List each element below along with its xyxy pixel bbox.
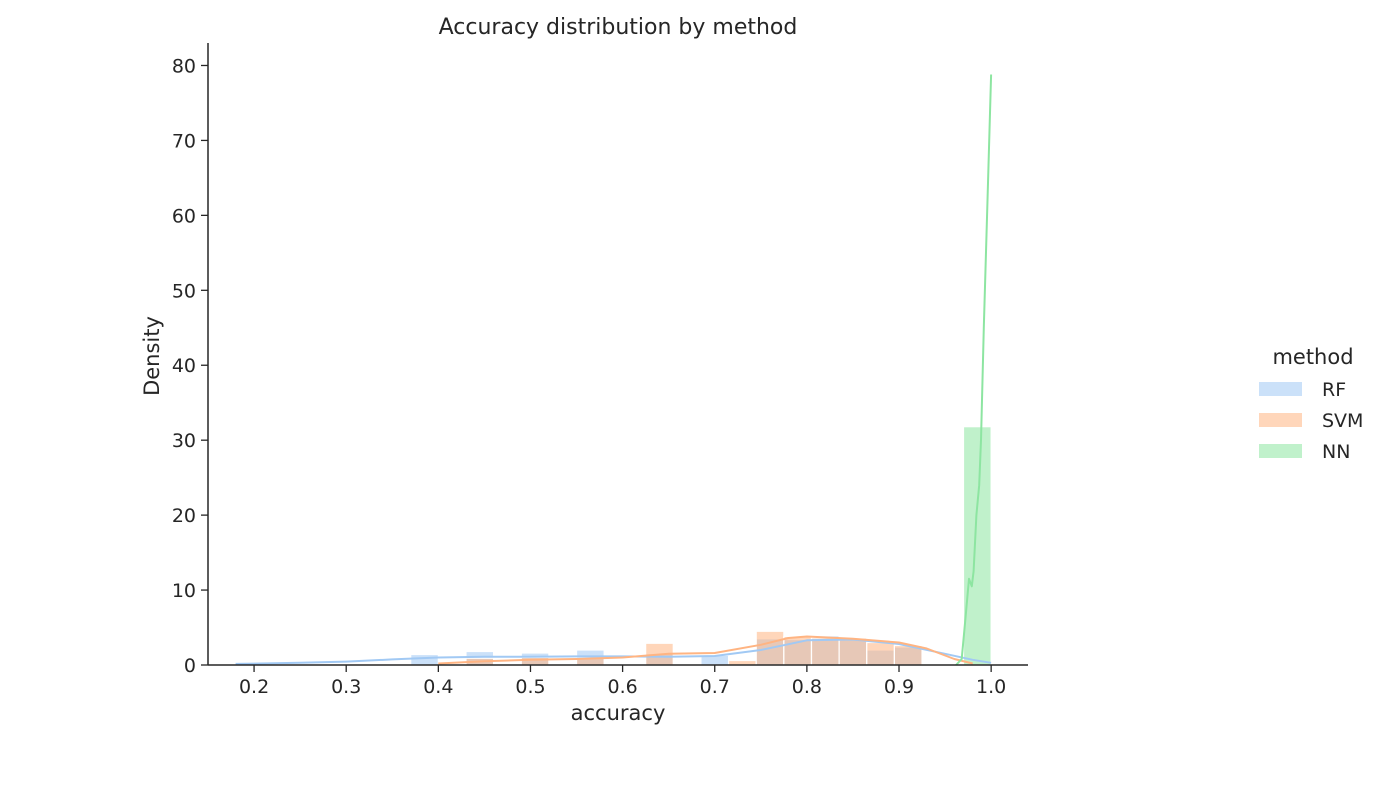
x-tick-label: 1.0	[976, 676, 1006, 698]
y-tick-label: 0	[184, 655, 196, 677]
x-axis-title: accuracy	[571, 701, 666, 725]
x-tick-label: 0.5	[515, 676, 545, 698]
y-tick-label: 50	[172, 280, 196, 302]
x-tick-label: 0.4	[423, 676, 453, 698]
legend-label-nn: NN	[1322, 441, 1350, 463]
x-ticks: 0.2 0.3 0.4 0.5 0.6 0.7 0.8 0.9 1.0	[239, 665, 1006, 698]
x-tick-label: 0.3	[331, 676, 361, 698]
bar-rf-0	[410, 653, 439, 666]
bar-svm-7	[810, 637, 840, 666]
bar-svm-8	[838, 637, 868, 666]
y-tick-label: 80	[172, 55, 196, 77]
x-tick-label: 0.7	[700, 676, 730, 698]
y-tick-label: 30	[172, 430, 196, 452]
legend-swatch-nn	[1259, 444, 1302, 458]
kde-nn	[955, 74, 993, 666]
x-tick-label: 0.9	[884, 676, 914, 698]
legend-title: method	[1272, 345, 1353, 369]
x-tick-label: 0.8	[792, 676, 822, 698]
y-ticks: 0 10 20 30 40 50 60 70 80	[172, 55, 208, 677]
legend-label-svm: SVM	[1322, 410, 1363, 432]
chart-title: Accuracy distribution by method	[439, 15, 798, 40]
y-tick-label: 40	[172, 355, 196, 377]
legend-items: RF SVM NN	[1259, 379, 1363, 463]
legend-swatch-svm	[1259, 413, 1302, 427]
y-tick-label: 10	[172, 580, 196, 602]
x-tick-label: 0.6	[607, 676, 637, 698]
kde-curves	[235, 74, 993, 666]
y-axis-title: Density	[140, 316, 164, 396]
bar-nn-0	[962, 426, 992, 666]
x-tick-label: 0.2	[239, 676, 269, 698]
histogram-bars	[410, 426, 992, 666]
plot-area: 0.2 0.3 0.4 0.5 0.6 0.7 0.8 0.9 1.0 0 10 20 30 40 50 6…	[172, 43, 1028, 698]
bar-svm-9	[866, 641, 896, 666]
y-tick-label: 20	[172, 505, 196, 527]
y-tick-label: 60	[172, 205, 196, 227]
legend-label-rf: RF	[1322, 379, 1346, 401]
kde-svm	[438, 635, 973, 665]
y-tick-label: 70	[172, 130, 196, 152]
legend: method RF SVM NN	[1259, 345, 1363, 463]
legend-swatch-rf	[1259, 382, 1302, 396]
